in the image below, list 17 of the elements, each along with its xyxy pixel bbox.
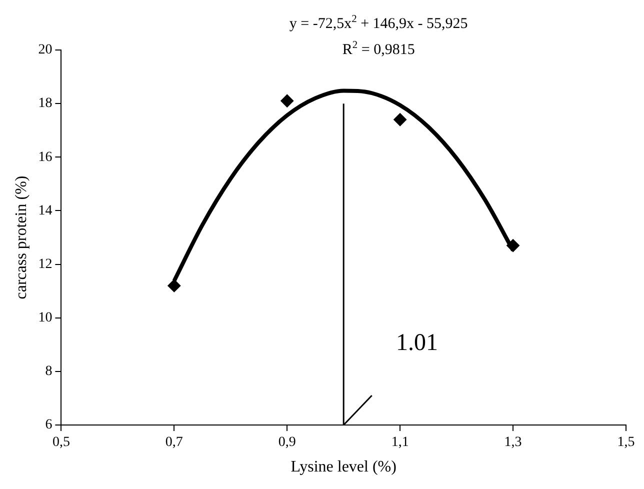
y-tick-label: 12 (38, 256, 52, 272)
y-tick-label: 10 (38, 310, 52, 326)
x-tick-label: 1,5 (617, 435, 635, 450)
x-tick-label: 0,7 (165, 435, 183, 450)
y-tick-label: 20 (38, 42, 52, 58)
x-tick-label: 0,5 (52, 435, 70, 450)
y-tick-label: 18 (38, 96, 52, 112)
y-tick-label: 16 (38, 150, 52, 165)
x-axis-title: Lysine level (%) (290, 458, 396, 476)
y-tick-label: 8 (45, 364, 52, 380)
y-tick-label: 14 (38, 203, 52, 218)
x-tick-label: 0,9 (278, 435, 296, 450)
annotation: 1.01 (396, 330, 438, 356)
x-tick-label: 1,1 (391, 435, 409, 450)
y-axis-title: carcass protein (%) (12, 176, 30, 300)
y-tick-label: 6 (45, 418, 52, 433)
x-tick-label: 1,3 (504, 435, 522, 450)
